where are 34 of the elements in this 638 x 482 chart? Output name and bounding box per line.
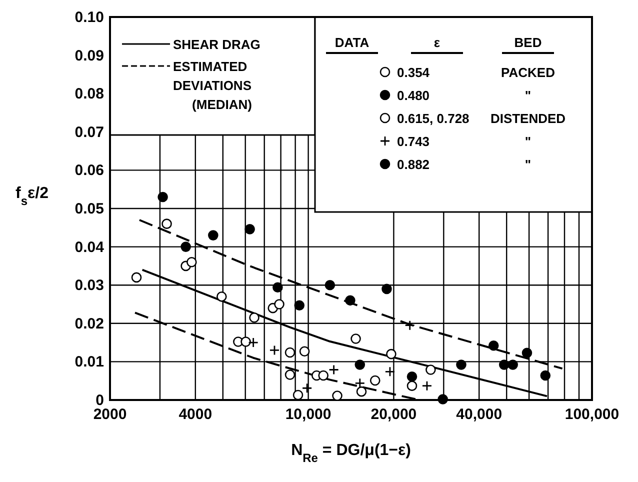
legend-label: ESTIMATED DEVIATIONS (MEDIAN) bbox=[173, 59, 252, 112]
y-axis-title: f$_{s}$ε/2 bbox=[16, 185, 49, 208]
x-tick-label: 40,000 bbox=[456, 406, 502, 423]
legend-label: SHEAR DRAG bbox=[173, 37, 260, 52]
y-tick-label: 0.01 bbox=[74, 354, 104, 371]
x-tick-label: 20,000 bbox=[370, 406, 417, 423]
legend-label: 0.743 bbox=[397, 134, 430, 149]
annotation: DISTENDED bbox=[490, 111, 566, 126]
y-tick-label: 0.05 bbox=[74, 200, 104, 218]
legend-label: 0.882 bbox=[397, 157, 430, 172]
x-axis-title: N$_{Re}$ = DG/μ(1−ε) bbox=[291, 442, 411, 465]
annotation: PACKED bbox=[501, 65, 555, 80]
annotation: ε bbox=[434, 35, 440, 50]
legend-label: 0.615, 0.728 bbox=[397, 111, 470, 126]
x-tick-label: 100,000 bbox=[564, 406, 620, 423]
legend-label: 0.480 bbox=[397, 88, 430, 103]
y-tick-label: 0.02 bbox=[74, 315, 104, 332]
y-tick-label: 0.04 bbox=[74, 238, 105, 256]
y-tick-label: 0.08 bbox=[74, 86, 104, 103]
x-tick-label: 4000 bbox=[178, 406, 212, 423]
y-tick-label: 0 bbox=[96, 392, 104, 409]
y-tick-label: 0.06 bbox=[74, 162, 104, 180]
legend-label: 0.354 bbox=[397, 65, 430, 80]
annotation: BED bbox=[514, 35, 542, 50]
x-tick-label: 2000 bbox=[93, 406, 127, 423]
annotation: " bbox=[524, 88, 532, 103]
annotation: " bbox=[524, 134, 532, 149]
y-tick-label: 0.10 bbox=[74, 9, 104, 26]
annotation: DATA bbox=[334, 35, 370, 50]
y-tick-label: 0.03 bbox=[74, 277, 104, 294]
y-tick-label: 0.07 bbox=[74, 124, 104, 141]
x-tick-label: 10,000 bbox=[285, 406, 332, 423]
y-tick-label: 0.09 bbox=[74, 47, 104, 64]
annotation: " bbox=[524, 157, 532, 172]
